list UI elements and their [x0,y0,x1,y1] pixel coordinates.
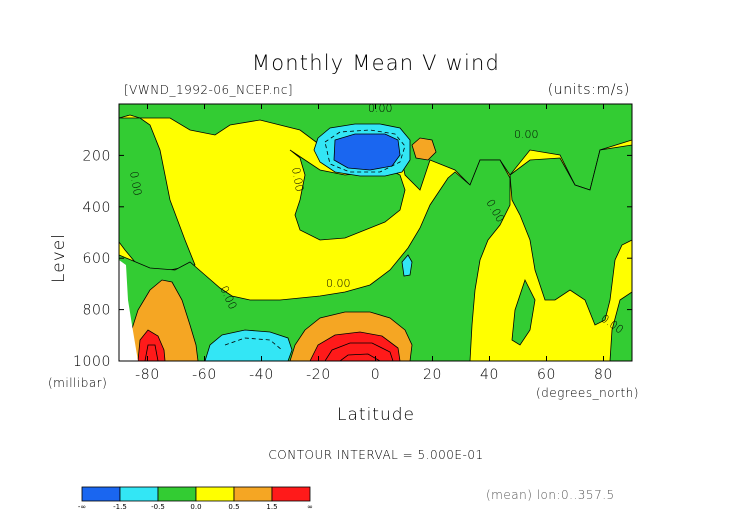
contour-label: 0.00 [514,128,539,141]
colorbar-level-label: -0.5 [151,503,165,511]
y-units-label: (millibar) [48,376,107,390]
contour-label: 0.00 [368,102,393,115]
x-tick-label: 20 [423,367,442,383]
x-units-label: (degrees_north) [536,386,639,400]
x-tick-label: 80 [594,367,613,383]
y-tick-label: 600 [82,251,111,267]
x-tick-label: 60 [537,367,556,383]
colorbar-swatch [120,487,158,501]
colorbar-swatch [158,487,196,501]
x-tick-label: 0 [371,367,381,383]
y-tick-label: 400 [82,200,111,216]
colorbar-swatch [82,487,120,501]
colorbar-level-label: 0.0 [190,503,201,511]
colorbar-level-label: ∞ [307,503,313,511]
y-axis-label: Level [49,233,69,283]
region-blue-core [334,134,400,170]
contour-label: 0.00 [326,277,351,290]
colorbar-level-label: -∞ [78,503,86,511]
colorbar-swatch [234,487,272,501]
x-tick-label: 40 [480,367,499,383]
footer-note: (mean) lon:0..357.5 [486,488,615,502]
y-tick-label: 200 [82,148,111,164]
dataset-label: [VWND_1992-06_NCEP.nc] [124,83,293,97]
colorbar-swatch [272,487,310,501]
x-tick-label: -60 [192,367,217,383]
colorbar: -∞ -1.5 -0.5 0.0 0.5 1.5 ∞ [78,487,313,511]
y-tick-label: 1000 [73,354,111,370]
x-axis-label: Latitude [337,405,415,425]
colorbar-level-label: -1.5 [113,503,127,511]
colorbar-level-label: 1.5 [266,503,277,511]
colorbar-level-label: 0.5 [228,503,239,511]
x-tick-label: -20 [306,367,331,383]
colorbar-swatch [196,487,234,501]
units-label: (units:m/s) [548,82,630,98]
contour-interval: CONTOUR INTERVAL = 5.000E-01 [268,448,483,462]
x-tick-label: -40 [249,367,274,383]
plot-area [119,104,632,361]
y-tick-label: 800 [82,303,111,319]
x-tick-label: -80 [135,367,160,383]
chart-title: Monthly Mean V wind [252,51,500,75]
